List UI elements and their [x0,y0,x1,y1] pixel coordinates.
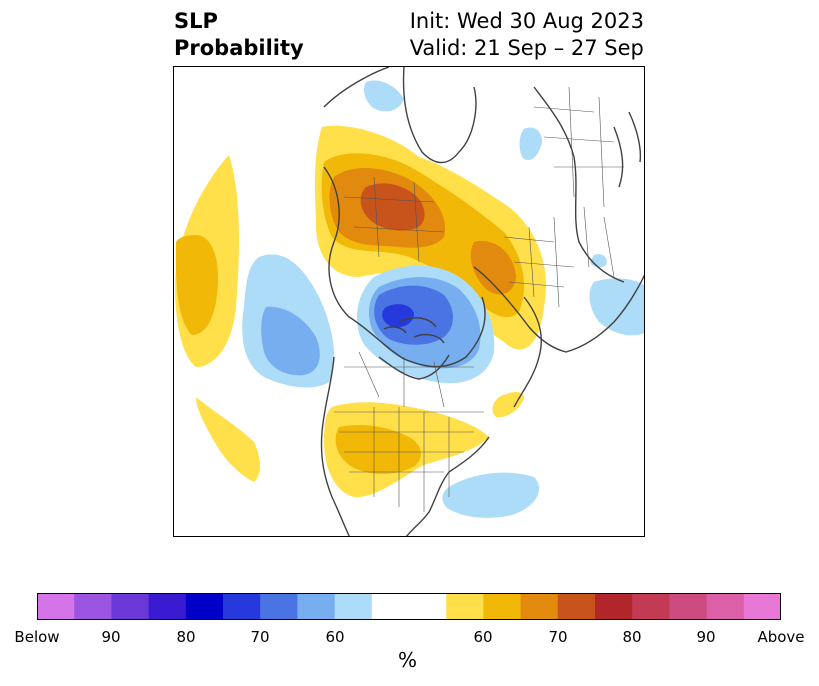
npac-above-arc [196,397,260,482]
colorbar-swatch [632,593,670,620]
colorbar-swatch [111,593,150,620]
colorbar-swatch [483,593,522,620]
colorbar-tick-below-80: 80 [176,628,196,646]
colorbar-swatch [706,593,745,620]
colorbar-unit: % [398,648,418,672]
eurasia-borders [503,206,615,308]
arctic-below-core [382,304,414,328]
colorbar-swatch [557,593,596,620]
pacific-below-mid [261,306,320,376]
colorbar-swatch [743,593,781,620]
colorbar-swatch [409,593,447,620]
colorbar-border [37,593,781,620]
greenland-below-spot [364,80,404,112]
colorbar-swatch [297,593,336,620]
us-above-core [335,425,422,474]
colorbar-swatch [260,593,298,620]
probability-map [173,66,645,537]
colorbar-tick-above-90: 90 [696,628,716,646]
siberia-borders [343,176,445,263]
colorbar-tick-above-60: 60 [473,628,493,646]
colorbar-swatch [74,593,112,620]
above-normal-regions [175,125,546,498]
us-east-coast [405,436,490,536]
title-line-2: Probability [174,36,304,60]
colorbar-tick-below-60: 60 [325,628,345,646]
colorbar-swatch [595,593,633,620]
colorbar-swatch [371,593,410,620]
scandinavia-below-spot [519,127,542,161]
coastlines [320,67,644,536]
canada-province-lines [344,351,474,408]
below-normal-regions [242,80,644,518]
atlantic-above-spot [492,392,524,418]
chart-title: SLP Probability [174,8,304,62]
colorbar-tick-below-70: 70 [250,628,270,646]
europe-coast [513,296,543,408]
colorbar-swatch [148,593,187,620]
colorbar [37,593,781,620]
date-info: Init: Wed 30 Aug 2023 Valid: 21 Sep – 27… [410,8,644,62]
japan-coast [613,111,642,188]
country-borders [334,86,624,512]
eurasia-below-east [589,278,644,336]
us-west-coast [320,356,350,536]
colorbar-swatch [669,593,708,620]
title-line-1: SLP [174,9,218,33]
colorbar-swatch [334,593,373,620]
asia-borders [533,86,624,208]
canada-coast [323,166,486,368]
colorbar-swatch [223,593,261,620]
arctic-islands [383,317,445,344]
colorbar-swatch [37,593,75,620]
valid-range: Valid: 21 Sep – 27 Sep [409,36,644,60]
colorbar-tick-above-70: 70 [548,628,568,646]
init-date: Init: Wed 30 Aug 2023 [409,9,644,33]
europe-above-core [470,241,516,295]
us-state-lines [334,407,484,512]
greenland-coast [323,67,477,164]
pacific-above-core [175,235,218,335]
colorbar-tick-below-90: 90 [101,628,121,646]
colorbar-tick-below: Below [14,628,60,646]
colorbar-tick-above: Above [757,628,805,646]
eurasia-coast [473,266,644,353]
atlantic-below-region [442,472,540,518]
hudson-bay [378,354,450,380]
asia-east-coast [533,86,625,283]
colorbar-swatch [446,593,484,620]
colorbar-swatch [520,593,559,620]
colorbar-swatch [185,593,224,620]
colorbar-swatches [37,593,781,620]
colorbar-tick-above-80: 80 [622,628,642,646]
map-canvas [175,67,644,536]
